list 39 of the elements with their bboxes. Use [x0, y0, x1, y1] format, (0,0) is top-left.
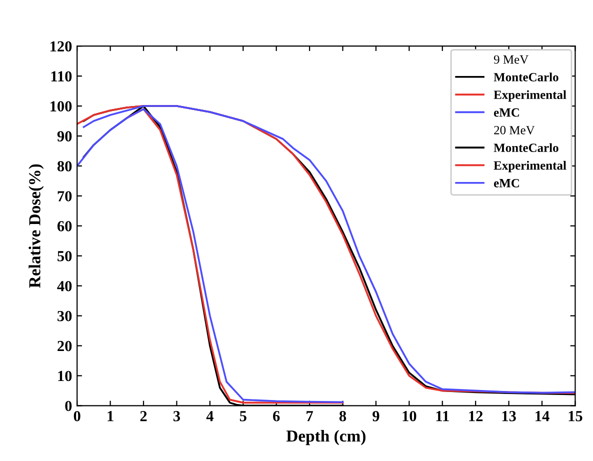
x-tick-label: 6 — [273, 411, 280, 422]
y-tick-label: 110 — [51, 71, 72, 82]
y-tick-label: 80 — [57, 161, 72, 172]
x-axis-title: Depth (cm) — [286, 430, 366, 446]
x-tick-label: 1 — [108, 411, 114, 422]
x-tick-label: 8 — [339, 410, 346, 422]
x-tick-label: 3 — [173, 411, 180, 422]
y-axis-title: Relative Dose(%) — [28, 164, 44, 288]
y-tick-label: 30 — [58, 310, 72, 322]
y-tick-label: 40 — [57, 280, 72, 292]
legend-label: MonteCarlo — [494, 143, 558, 152]
x-tick-label: 4 — [206, 411, 214, 422]
x-tick-label: 5 — [240, 411, 246, 422]
x-tick-label: 10 — [402, 410, 416, 422]
y-tick-label: 90 — [57, 131, 72, 142]
x-tick-label: 11 — [436, 411, 449, 422]
annotation: 9 MeV — [494, 55, 528, 64]
y-tick-label: 20 — [58, 340, 72, 352]
x-tick-label: 12 — [469, 411, 483, 422]
legend-label: eMC — [494, 108, 519, 117]
y-tick-label: 120 — [50, 41, 72, 52]
legend-label: Experimental — [494, 160, 566, 172]
y-tick-label: 50 — [58, 250, 72, 262]
y-tick-label: 60 — [57, 221, 72, 232]
annotation: 20 MeV — [494, 126, 535, 134]
legend-label: Experimental — [494, 90, 566, 102]
x-tick-label: 15 — [568, 411, 582, 422]
y-tick-label: 100 — [50, 101, 72, 112]
y-tick-label: 70 — [58, 191, 72, 202]
x-tick-label: 14 — [536, 411, 550, 422]
x-tick-label: 2 — [140, 411, 147, 422]
x-tick-label: 9 — [372, 411, 380, 422]
y-tick-label: 10 — [58, 370, 72, 382]
legend-label: MonteCarlo — [494, 72, 558, 82]
x-tick-label: 13 — [502, 411, 516, 422]
x-tick-label: 0 — [74, 410, 80, 422]
y-tick-label: 0 — [65, 400, 72, 412]
x-tick-label: 7 — [306, 411, 313, 422]
legend-label: eMC — [494, 178, 519, 188]
